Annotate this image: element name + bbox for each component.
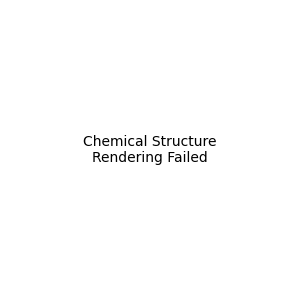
Text: Chemical Structure
Rendering Failed: Chemical Structure Rendering Failed [83, 135, 217, 165]
